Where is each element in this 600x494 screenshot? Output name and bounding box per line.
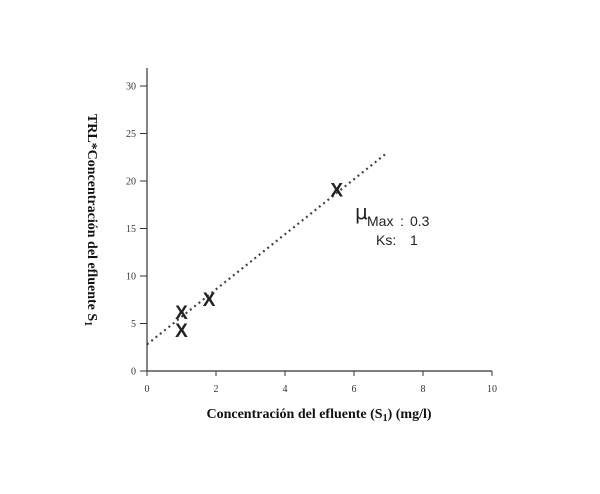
mu-subscript: Max [367,213,393,229]
mu-colon: : [400,213,404,229]
mu-symbol: μ [355,200,368,224]
data-point: X [175,303,188,324]
data-point: X [203,290,216,311]
x-tick-label: 2 [214,384,219,395]
ks-label: Ks: [376,232,396,248]
y-tick-label: 30 [126,82,136,93]
mu-value: 0.3 [410,213,430,229]
y-tick-label: 20 [126,177,136,188]
y-tick-label: 25 [126,129,136,140]
y-tick-label: 0 [131,367,136,378]
trendline [146,153,386,346]
x-axis-label: Concentración del efluente (S1) (mg/l) [206,407,431,424]
data-point: X [175,321,188,342]
x-tick-label: 6 [352,384,357,395]
y-axis-label: TRL*Concentración del efluente S1 [82,114,99,326]
parameter-annotation: μ Max : 0.3 Ks: 1 [355,200,430,248]
y-tick-label: 10 [126,272,136,283]
x-tick-label: 0 [145,384,150,395]
x-ticks: 0 2 4 6 8 10 [145,371,497,395]
ks-value: 1 [410,232,418,248]
x-tick-label: 4 [283,384,288,395]
x-tick-label: 10 [487,384,497,395]
x-tick-label: 8 [421,384,426,395]
y-ticks: 0 5 10 15 20 25 30 [126,82,147,378]
data-point: X [330,181,343,202]
y-tick-label: 5 [131,319,136,330]
y-tick-label: 15 [126,224,136,235]
